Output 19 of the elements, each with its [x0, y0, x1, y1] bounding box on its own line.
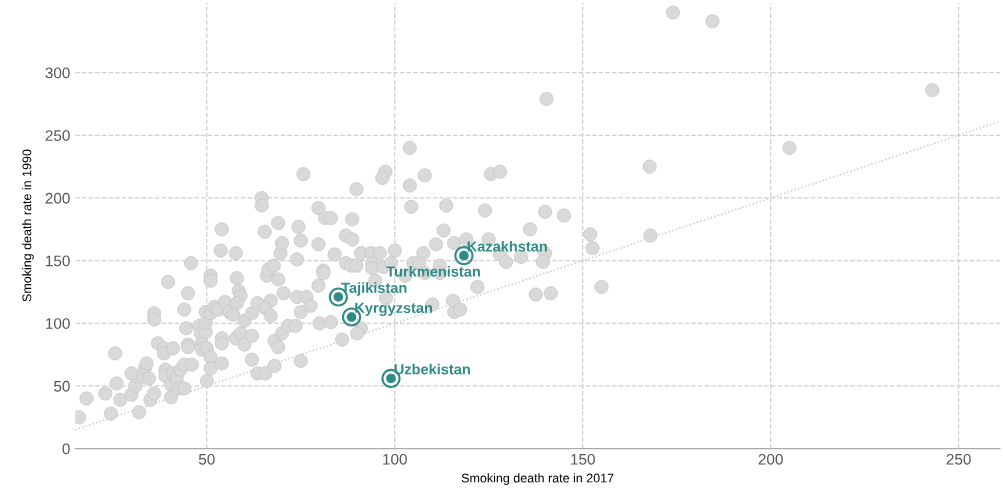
y-tick-label: 300 — [45, 67, 70, 79]
y-tick-label: 150 — [46, 255, 70, 267]
y-tick-label: 100 — [46, 318, 70, 329]
x-tick-label: 100 — [383, 453, 407, 465]
annotation: Tajikistan — [341, 282, 407, 296]
x-tick-label: 150 — [571, 453, 595, 465]
annotation: Kazakhstan — [467, 240, 547, 252]
y-tick-label: 200 — [45, 192, 70, 204]
y-axis-title: Smoking death rate in 1990 — [22, 149, 34, 302]
x-tick-label: 50 — [198, 453, 215, 465]
x-tick-label: 200 — [758, 453, 783, 465]
annotation: Uzbekistan — [394, 363, 470, 375]
annotation: Turkmenistan — [386, 265, 480, 277]
annotation: Kyrgyzstan — [355, 302, 433, 316]
y-tick-label: 0 — [62, 443, 70, 455]
y-tick-label: 50 — [53, 380, 70, 392]
y-tick-label: 250 — [45, 130, 70, 141]
x-axis-title: Smoking death rate in 2017 — [461, 473, 614, 485]
x-tick-label: 250 — [946, 453, 971, 465]
